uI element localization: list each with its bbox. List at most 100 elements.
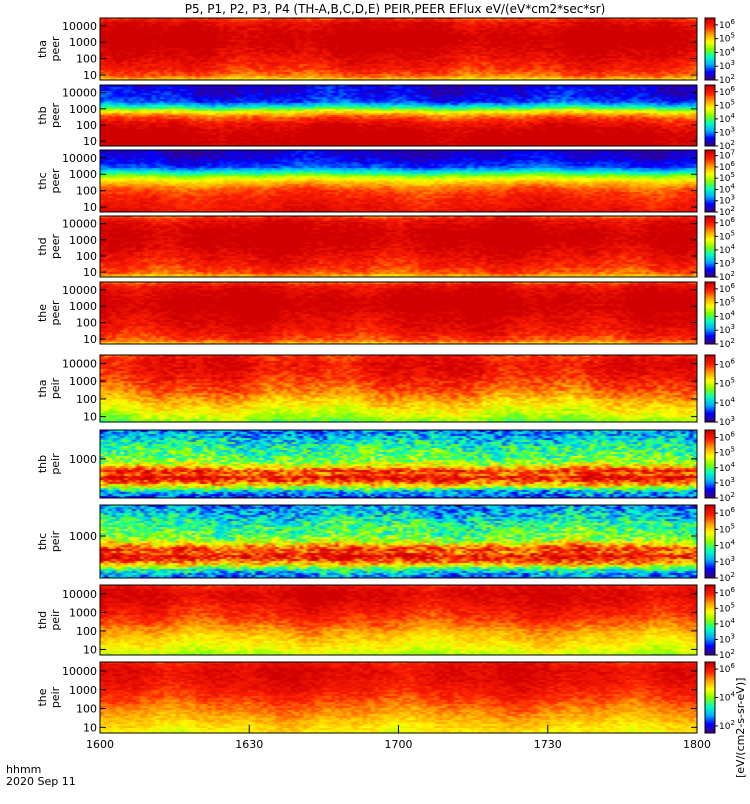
colorbar-step — [705, 537, 715, 541]
colorbar-step — [705, 157, 715, 160]
colorbar-step — [705, 505, 715, 508]
colorbar-tick-label: 104 — [719, 45, 735, 58]
colorbar-step — [705, 388, 715, 391]
colorbar-step — [705, 403, 715, 406]
colorbar-frame — [704, 17, 716, 81]
colorbar-step — [705, 457, 715, 460]
colorbar-step — [705, 363, 715, 366]
colorbar-step — [705, 609, 715, 612]
colorbar-step — [705, 482, 715, 485]
colorbar-step — [705, 565, 715, 568]
colorbar-step — [705, 187, 715, 190]
colorbar-step — [705, 492, 715, 496]
colorbar-step — [705, 718, 715, 722]
colorbar-step — [705, 297, 715, 300]
colorbar-step — [705, 109, 715, 112]
colorbar-step — [705, 462, 715, 465]
colorbar-step — [705, 322, 715, 325]
colorbar-step — [705, 543, 715, 546]
colorbar-step — [705, 600, 715, 603]
colorbar-step — [705, 702, 715, 706]
colorbar-step — [705, 144, 715, 147]
colorbar-step — [705, 586, 715, 589]
colorbar-step — [705, 24, 715, 27]
colorbar-step — [705, 153, 715, 156]
colorbar-tick-label: 104 — [719, 112, 735, 125]
x-axis-date-label: 2020 Sep 11 — [6, 775, 76, 788]
colorbar-step — [705, 634, 715, 637]
colorbar-step — [705, 467, 715, 470]
colorbar-step — [705, 176, 715, 179]
colorbar-step — [705, 110, 715, 113]
colorbar-step — [705, 602, 715, 605]
colorbar-step — [705, 288, 715, 291]
colorbar-step — [705, 557, 715, 561]
colorbar-tick-label: 105 — [719, 171, 735, 184]
colorbar-step — [705, 30, 715, 33]
colorbar-step — [705, 202, 715, 205]
colorbar-step — [705, 360, 715, 363]
x-tick-label: 1730 — [534, 738, 562, 751]
colorbar-step — [705, 342, 715, 345]
colorbar-step — [705, 150, 715, 153]
colorbar-step — [705, 390, 715, 393]
colorbar-step — [705, 260, 715, 263]
colorbar-step — [705, 69, 715, 72]
colorbar-step — [705, 336, 715, 339]
colorbar-step — [705, 548, 715, 552]
colorbar-tick-label: 106 — [719, 18, 735, 31]
colorbar-step — [705, 546, 715, 550]
spectrogram-raster — [100, 585, 697, 655]
colorbar-step — [705, 607, 715, 610]
colorbar-tick-label: 104 — [719, 461, 735, 474]
colorbar-step — [705, 141, 715, 144]
colorbar-step — [705, 194, 715, 197]
colorbar-step — [705, 599, 715, 602]
colorbar-step — [705, 375, 715, 378]
colorbar-step — [705, 355, 715, 358]
colorbar-step — [705, 672, 715, 675]
colorbar-step — [705, 117, 715, 120]
colorbar-step — [705, 27, 715, 30]
y-tick-label: 10000 — [62, 20, 97, 33]
colorbar-step — [705, 663, 715, 667]
colorbar-step — [705, 530, 715, 533]
colorbar-step — [705, 168, 715, 171]
colorbar-step — [705, 231, 715, 234]
panel-instrument-label: peir — [49, 686, 62, 708]
colorbar-step — [705, 78, 715, 81]
y-tick-label: 1000 — [69, 684, 97, 697]
colorbar-step — [705, 156, 715, 159]
y-tick-label: 10 — [83, 411, 97, 424]
y-tick-label: 1000 — [69, 234, 97, 247]
colorbar-step — [705, 725, 715, 729]
colorbar-step — [705, 386, 715, 389]
panel-probe-label: the — [36, 304, 49, 322]
colorbar-step — [705, 52, 715, 55]
colorbar-step — [705, 160, 715, 163]
colorbar-tick-label: 106 — [719, 586, 735, 599]
y-tick-label: 10 — [83, 643, 97, 656]
colorbar-step — [705, 235, 715, 238]
panel-instrument-label: peir — [49, 377, 62, 399]
colorbar-step — [705, 171, 715, 174]
colorbar-step — [705, 50, 715, 53]
spectrogram-raster — [100, 355, 697, 422]
panel-instrument-label: peer — [49, 103, 62, 129]
colorbar-step — [705, 339, 715, 342]
y-tick-label: 1000 — [69, 103, 97, 116]
colorbar-step — [705, 433, 715, 436]
panel-instrument-label: peir — [49, 609, 62, 631]
colorbar-step — [705, 408, 715, 411]
colorbar-step — [705, 366, 715, 369]
colorbar-step — [705, 628, 715, 631]
colorbar-step — [705, 258, 715, 261]
colorbar-step — [705, 305, 715, 308]
colorbar-step — [705, 683, 715, 686]
colorbar-step — [705, 685, 715, 688]
y-tick-label: 1000 — [69, 530, 97, 543]
y-tick-label: 100 — [76, 185, 97, 198]
colorbar-step — [705, 208, 715, 211]
colorbar-step — [705, 243, 715, 246]
